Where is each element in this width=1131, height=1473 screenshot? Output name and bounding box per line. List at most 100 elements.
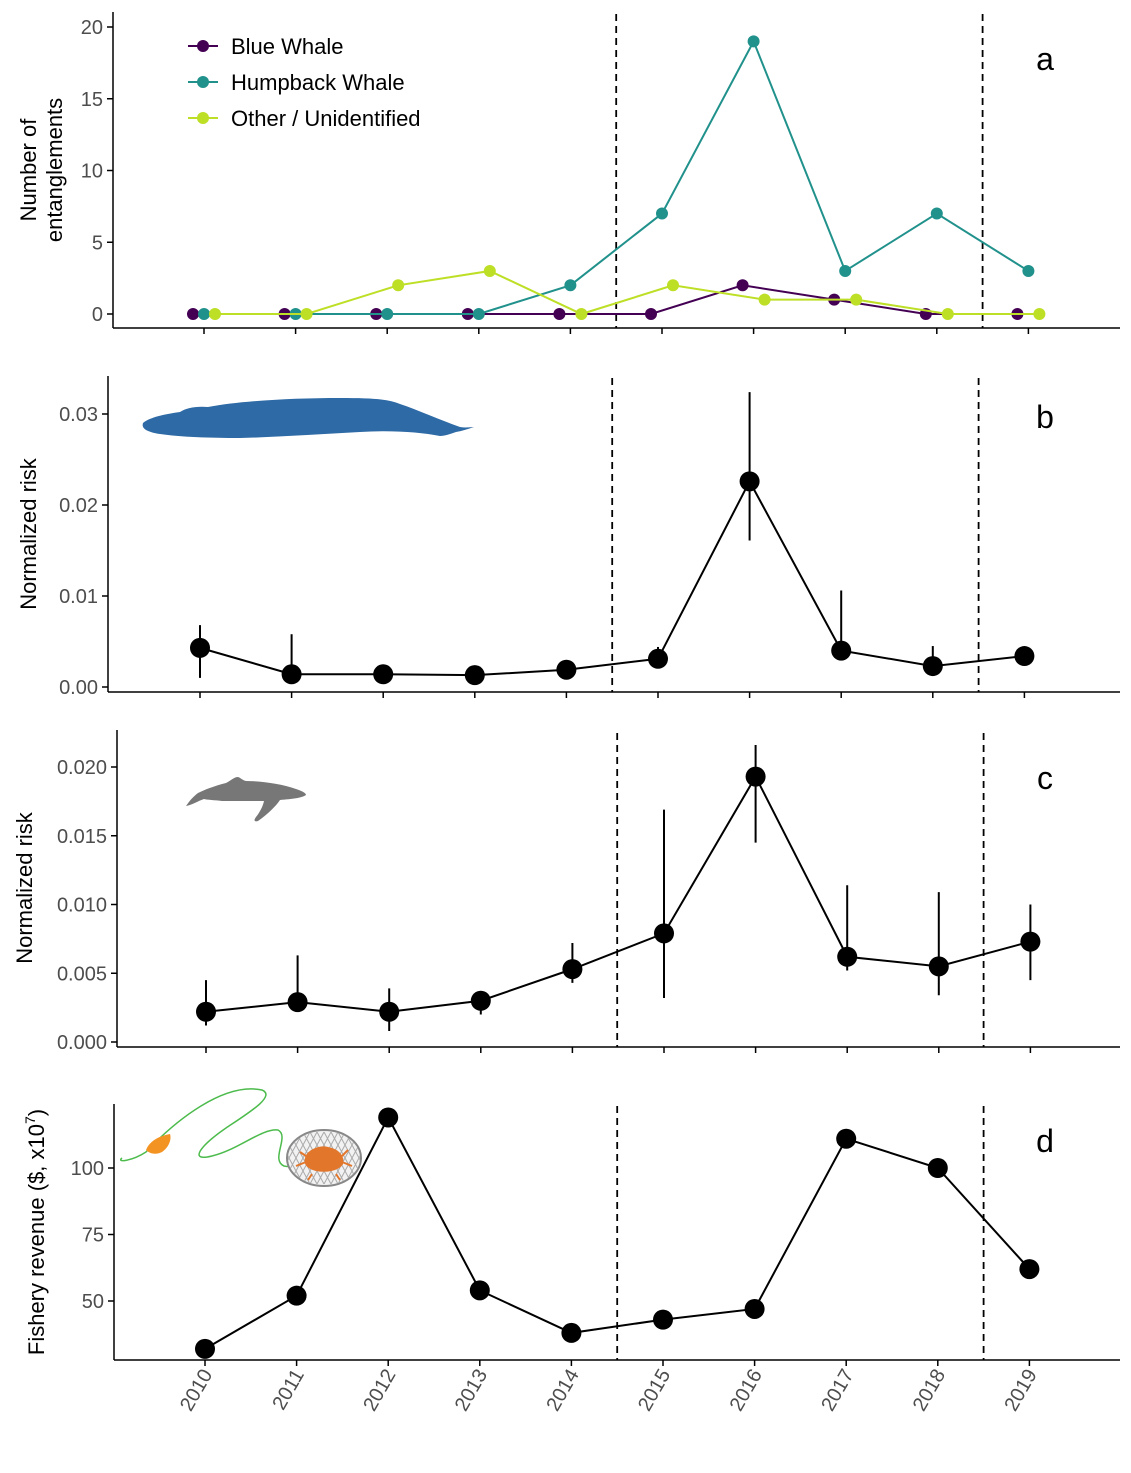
- series-line: [204, 1115, 1031, 1350]
- data-point: [561, 1322, 582, 1343]
- data-point: [373, 664, 394, 685]
- legend-item-blue-whale: Blue Whale: [188, 34, 344, 59]
- series-line: [215, 269, 1040, 316]
- x-tick-label: 2016: [726, 1366, 767, 1416]
- y-tick-label: 20: [81, 17, 103, 39]
- y-tick-label: 50: [82, 1291, 104, 1313]
- data-point: [553, 308, 566, 320]
- data-point: [1020, 931, 1041, 952]
- data-point: [564, 279, 577, 292]
- pot-mesh-line: [344, 1131, 360, 1185]
- y-tick-label: 75: [82, 1225, 104, 1247]
- crab-pot-icon: [286, 1129, 362, 1187]
- legend-marker-blue-whale: [197, 40, 209, 52]
- rope-line-icon: [119, 1088, 301, 1168]
- y-tick-label: 0.015: [57, 826, 107, 848]
- data-point: [281, 664, 302, 685]
- panel-d-x-ticks: 2010 2011 2012 2013 2014 2015 2016 2017 2018 2019: [176, 1360, 1042, 1415]
- data-point: [469, 1280, 490, 1301]
- data-point: [472, 308, 485, 320]
- panel-d-ylabel-end: ): [24, 1109, 49, 1116]
- panel-c-letter: c: [1037, 760, 1053, 796]
- data-point: [656, 207, 668, 220]
- data-point: [470, 990, 491, 1011]
- y-tick-label: 0.010: [57, 895, 107, 917]
- data-point: [187, 308, 199, 320]
- x-tick-label: 2014: [542, 1366, 583, 1416]
- panel-d-ylabel-main: Fishery revenue ($, x10: [24, 1124, 49, 1355]
- x-tick-label: 2018: [909, 1366, 950, 1416]
- data-point: [747, 35, 760, 48]
- data-point: [195, 1338, 215, 1359]
- data-point: [831, 640, 852, 661]
- pot-mesh-line: [288, 1131, 311, 1185]
- data-point: [381, 308, 394, 320]
- data-point: [836, 1128, 857, 1149]
- data-point: [928, 956, 949, 977]
- crab-pot-gear-icon: [119, 1088, 362, 1187]
- y-tick-label: 5: [92, 232, 103, 254]
- y-tick-label: 15: [81, 89, 103, 111]
- panel-c-series: [196, 745, 1041, 1031]
- y-tick-label: 0.005: [57, 963, 107, 985]
- data-point: [392, 279, 405, 292]
- x-tick-label: 2015: [634, 1366, 675, 1416]
- data-point: [198, 308, 210, 320]
- panel-d-letter: d: [1036, 1123, 1054, 1159]
- humpback-whale-silhouette-icon: [186, 777, 306, 822]
- data-point: [930, 207, 943, 220]
- crab-icon: [295, 1146, 353, 1181]
- data-point: [378, 1107, 399, 1128]
- panel-d-ylabel: Fishery revenue ($, x107): [22, 1109, 49, 1355]
- data-point: [196, 1001, 216, 1022]
- panel-a-legend: Blue Whale Humpback Whale Other / Uniden…: [188, 34, 421, 131]
- y-tick-label: 100: [71, 1158, 104, 1180]
- panel-d-series: [195, 1107, 1040, 1359]
- legend-item-humpback-whale: Humpback Whale: [188, 70, 405, 95]
- y-tick-label: 0: [92, 304, 103, 326]
- data-point: [645, 308, 657, 320]
- x-tick-label: 2012: [359, 1366, 400, 1416]
- panel-d-dashed-lines: [616, 1106, 985, 1360]
- panel-c-x-ticks: [205, 1047, 1032, 1053]
- data-point: [286, 1285, 307, 1306]
- series-line: [193, 284, 1018, 315]
- panel-d-ylabel-superscript: 7: [22, 1116, 38, 1124]
- data-point: [562, 959, 583, 980]
- panel-a-ylabel-line2: entanglements: [42, 98, 67, 242]
- pot-mesh-line: [337, 1131, 360, 1185]
- panel-c: 0.000 0.005 0.010 0.015 0.020 Normalized ris…: [12, 730, 1120, 1054]
- data-point: [744, 1298, 765, 1319]
- data-point: [287, 992, 308, 1013]
- data-point: [300, 308, 313, 320]
- y-tick-label: 10: [81, 161, 103, 183]
- panel-a-dashed-lines: [615, 14, 984, 328]
- blue-whale-silhouette-icon: [142, 398, 475, 438]
- y-tick-label: 0.000: [57, 1032, 107, 1054]
- data-point: [464, 665, 485, 686]
- data-point: [839, 264, 852, 277]
- data-point: [556, 659, 577, 680]
- data-point: [1033, 308, 1046, 320]
- panel-d-y-ticks: 50 75 100: [71, 1158, 114, 1313]
- panel-a: 0 5 10 15 20 Number of entanglements a Blue …: [16, 12, 1120, 334]
- y-tick-label: 0.01: [59, 586, 98, 608]
- x-tick-label: 2011: [268, 1366, 309, 1414]
- panel-c-ylabel: Normalized risk: [12, 811, 37, 964]
- data-point: [190, 637, 210, 658]
- data-point: [667, 279, 679, 292]
- data-point: [758, 293, 771, 306]
- data-point: [379, 1001, 400, 1022]
- data-point: [1022, 264, 1035, 277]
- legend-marker-other-unidentified: [197, 112, 209, 124]
- x-tick-label: 2010: [176, 1366, 217, 1416]
- data-point: [654, 923, 674, 944]
- y-tick-label: 0.03: [59, 404, 98, 426]
- data-point: [941, 308, 954, 320]
- data-point: [922, 656, 943, 677]
- data-point: [1019, 1259, 1040, 1280]
- pot-mesh-line: [288, 1131, 304, 1185]
- panel-b-dashed-lines: [611, 378, 980, 692]
- y-tick-label: 0.020: [57, 757, 107, 779]
